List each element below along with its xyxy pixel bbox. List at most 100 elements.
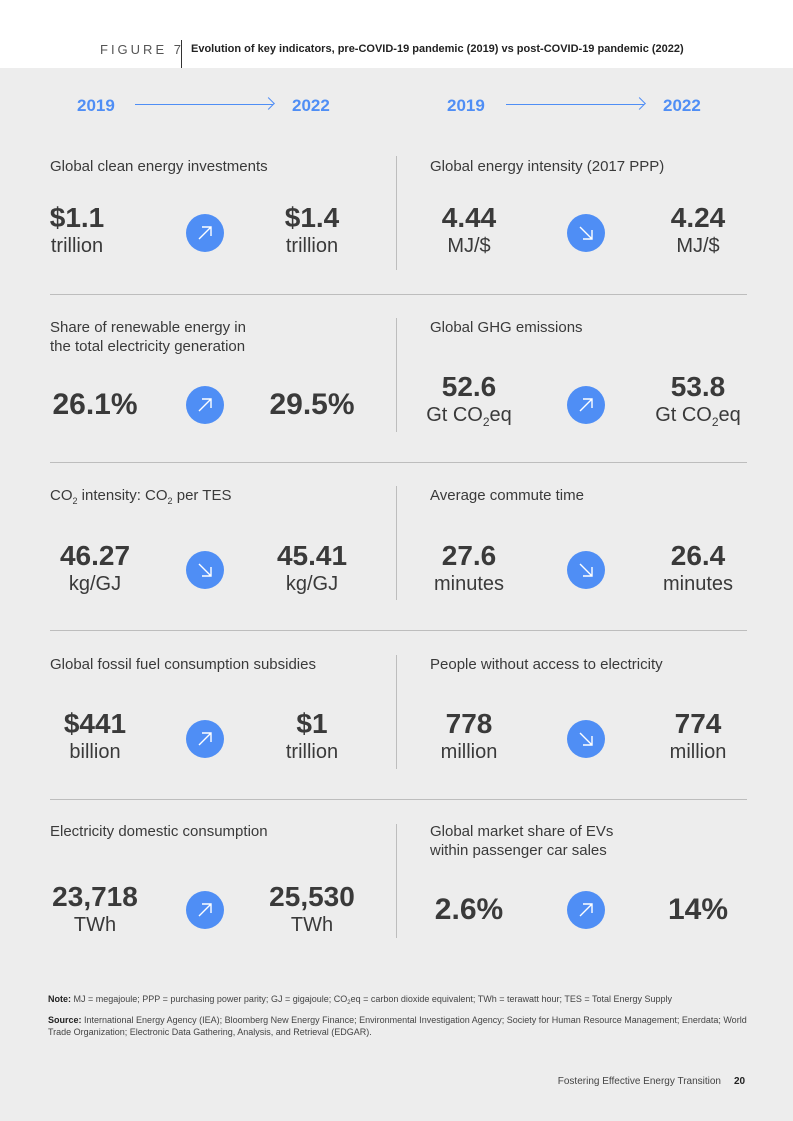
figure-header: FIGURE 7 Evolution of key indicators, pr… [0,0,793,68]
value-number: 4.24 [670,202,726,233]
indicator-title: People without access to electricity [430,656,663,673]
value-number: 23,718 [52,881,138,912]
column-divider [396,655,397,769]
value-unit: minutes [662,573,734,595]
indicator-title: Global clean energy investments [50,158,268,175]
value-number: 29.5% [269,388,355,421]
value-number: 52.6 [441,371,497,402]
year-to-left: 2022 [292,96,330,115]
value-2019: 4.44 MJ/$ [394,203,544,258]
indicator-title: Electricity domestic consumption [50,823,268,840]
arrow-up-right-icon [186,891,224,929]
arrow-up-right-icon [186,386,224,424]
value-unit: MJ/$ [676,235,720,257]
value-unit: million [669,741,727,763]
indicator-title-line: the total electricity generation [50,338,246,355]
arrow-up-right-icon [186,720,224,758]
arrow-down-right-icon [567,551,605,589]
value-2019: 23,718 TWh [20,882,170,937]
indicator-title-line: Global market share of EVs [430,823,614,840]
value-number: 25,530 [269,881,355,912]
value-number: 53.8 [670,371,726,402]
figure-label: FIGURE 7 [100,42,184,57]
value-unit: minutes [433,573,505,595]
figure-title: Evolution of key indicators, pre-COVID-1… [191,43,684,55]
indicator-title: Global GHG emissions [430,319,583,336]
value-2022: 25,530 TWh [237,882,387,937]
value-unit: MJ/$ [447,235,491,257]
value-2019: $441 billion [20,709,170,764]
value-number: $1.4 [284,202,340,233]
value-number: 14% [667,893,729,926]
arrow-up-right-icon [567,891,605,929]
value-2022: 29.5% [237,385,387,425]
value-unit: trillion [285,235,339,257]
value-2022: 53.8 Gt CO2eq [623,371,773,429]
value-2022: 774 million [623,709,773,764]
value-number: $1.1 [49,202,105,233]
column-divider [396,486,397,600]
year-from-right: 2019 [447,96,485,115]
value-unit: trillion [285,741,339,763]
year-from-left: 2019 [77,96,115,115]
value-number: 774 [674,708,722,739]
value-2022: 45.41 kg/GJ [237,541,387,596]
value-2022: 4.24 MJ/$ [623,203,773,258]
row-divider [50,294,747,295]
value-unit: kg/GJ [68,573,122,595]
figure-separator [181,40,182,68]
value-2019: 26.1% [20,385,170,425]
indicator-title-line: Share of renewable energy in [50,319,246,336]
value-number: 2.6% [434,893,504,926]
source: Source: International Energy Agency (IEA… [48,1015,747,1037]
row-divider [50,799,747,800]
value-number: 46.27 [59,540,131,571]
value-unit: TWh [73,914,117,936]
value-unit: billion [69,741,121,763]
indicator-title: Global energy intensity (2017 PPP) [430,158,665,175]
value-number: $1 [296,708,328,739]
value-number: 27.6 [441,540,497,571]
arrow-down-right-icon [186,551,224,589]
value-number: 26.4 [670,540,726,571]
indicator-title: Average commute time [430,487,584,504]
row-divider [50,630,747,631]
indicator-title: Global fossil fuel consumption subsidies [50,656,316,673]
arrow-down-right-icon [567,720,605,758]
value-number: $441 [63,708,127,739]
value-2022: $1 trillion [237,709,387,764]
value-number: 778 [445,708,493,739]
value-unit: trillion [50,235,104,257]
arrow-up-right-icon [567,386,605,424]
value-number: 26.1% [52,388,138,421]
value-unit: Gt CO2eq [426,404,512,429]
timeline-arrow-left [135,104,273,105]
value-unit: kg/GJ [285,573,339,595]
arrow-up-right-icon [186,214,224,252]
column-divider [396,318,397,432]
value-number: 4.44 [441,202,497,233]
column-divider [396,824,397,938]
value-unit: Gt CO2eq [655,404,741,429]
note: Note: MJ = megajoule; PPP = purchasing p… [48,994,673,1006]
value-2019: 778 million [394,709,544,764]
value-number: 45.41 [276,540,348,571]
footer-report-title: Fostering Effective Energy Transition [557,1076,721,1087]
value-unit: million [440,741,498,763]
row-divider [50,462,747,463]
arrow-down-right-icon [567,214,605,252]
year-to-right: 2022 [663,96,701,115]
value-2019: 46.27 kg/GJ [20,541,170,596]
indicator-title-line: within passenger car sales [430,842,607,859]
indicator-title: CO2 intensity: CO2 per TES [50,487,232,506]
column-divider [396,156,397,270]
value-2019: 2.6% [394,890,544,930]
value-2022: 14% [623,890,773,930]
timeline-arrow-right [506,104,644,105]
value-2019: 27.6 minutes [394,541,544,596]
value-unit: TWh [290,914,334,936]
value-2019: 52.6 Gt CO2eq [394,371,544,429]
value-2019: $1.1 trillion [2,203,152,258]
value-2022: 26.4 minutes [623,541,773,596]
value-2022: $1.4 trillion [237,203,387,258]
